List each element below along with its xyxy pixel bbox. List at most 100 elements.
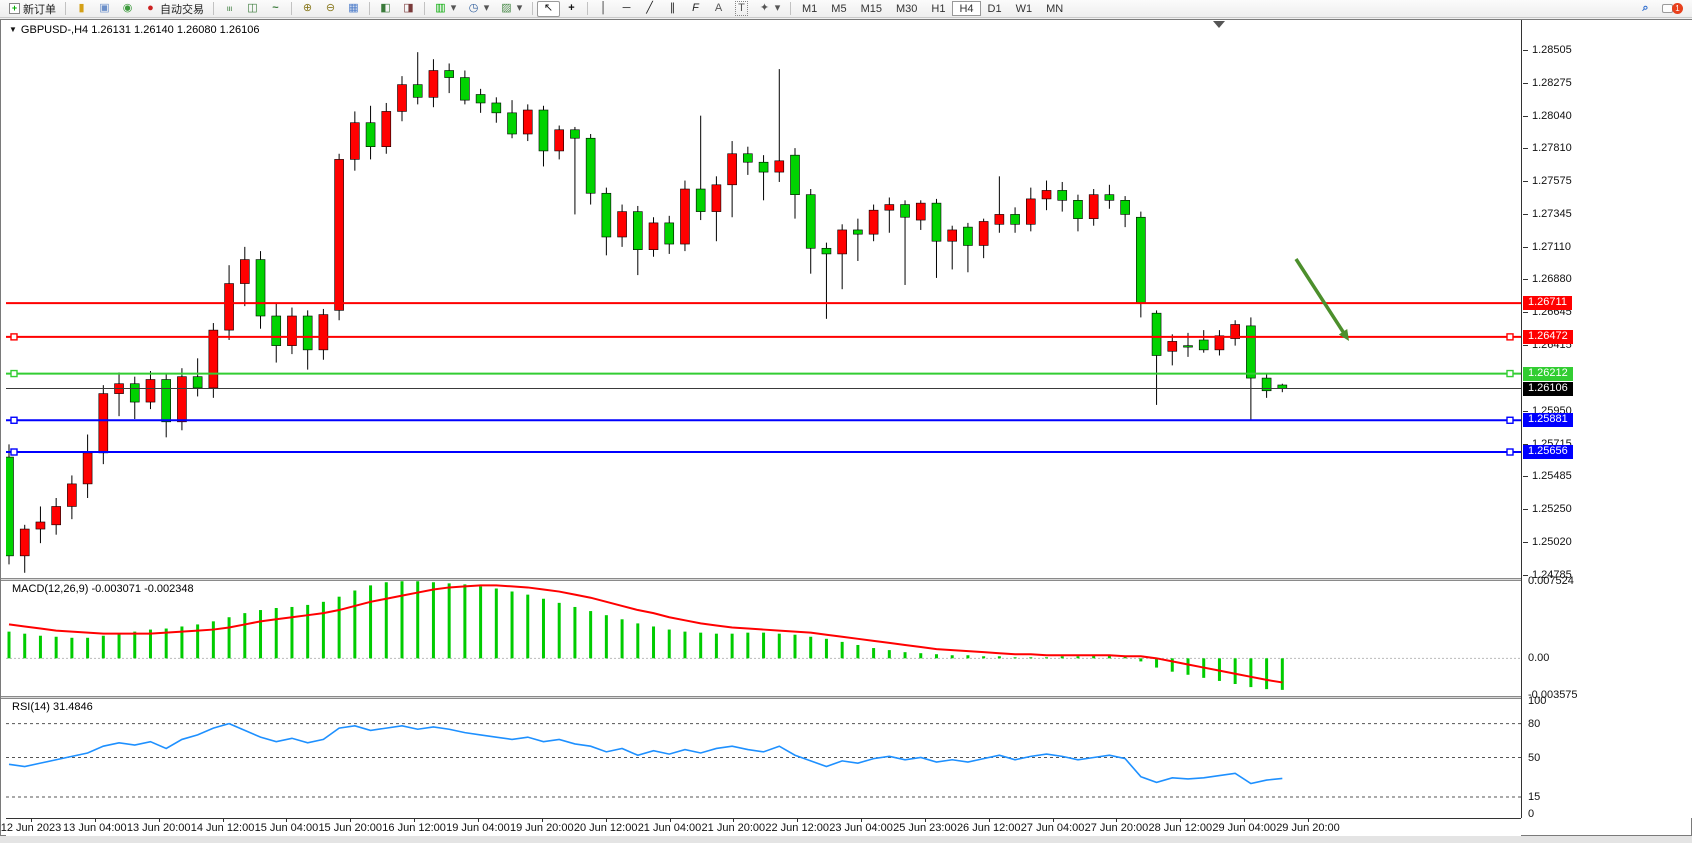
fibonacci-tool-button[interactable]: F [684, 1, 707, 17]
new-chart-icon: ▥ [435, 2, 446, 14]
templates-button[interactable]: ▨ ▾ [495, 1, 528, 17]
timeframe-h4[interactable]: H4 [952, 1, 981, 16]
time-label: 28 Jun 12:00 [1148, 822, 1213, 834]
vertical-line-tool-button[interactable]: │ [592, 1, 615, 17]
timeframe-m1[interactable]: M1 [802, 3, 818, 15]
annotation-arrow[interactable] [1294, 258, 1349, 341]
crosshair-icon: + [568, 2, 575, 14]
timeframe-m30[interactable]: M30 [895, 3, 918, 15]
navigator-button[interactable]: ◉ [116, 1, 139, 17]
price-tick: 1.27575 [1523, 175, 1572, 188]
rsi-axis-label: 50 [1528, 751, 1541, 764]
autotrading-button[interactable]: ● 自动交易 [139, 1, 209, 17]
time-axis[interactable]: 12 Jun 2023 13 Jun 04:00 13 Jun 20:00 14 Ju… [1, 818, 1521, 837]
shapes-icon: ✦ [759, 2, 770, 14]
rsi-panel[interactable]: RSI(14) 31.4846 [6, 699, 1521, 818]
price-tag-1.26212: 1.26212 [1523, 366, 1573, 381]
hline-handle [10, 333, 18, 341]
periods-button[interactable]: ◷ ▾ [462, 1, 495, 17]
price-tick: 1.27110 [1523, 240, 1571, 253]
price-tag-1.26472: 1.26472 [1523, 329, 1573, 344]
candlestick-mode-button[interactable]: ◫ [241, 1, 264, 17]
line-chart-mode-button[interactable]: ~ [264, 1, 287, 17]
tile-windows-button[interactable]: ▦ [342, 1, 365, 17]
timeframe-m5[interactable]: M5 [831, 3, 847, 15]
price-tick: 1.25020 [1523, 535, 1572, 548]
zoom-out-button[interactable]: ⊖ [319, 1, 342, 17]
hline-handle [10, 448, 18, 456]
horizontal-line-tool-button[interactable]: ─ [615, 1, 638, 17]
hline-handle [1506, 416, 1514, 424]
timeframe-mn[interactable]: MN [1046, 3, 1064, 15]
bar-chart-mode-button[interactable]: ιιι [218, 1, 241, 17]
timeframe-d1[interactable]: D1 [987, 3, 1002, 15]
data-window-button[interactable]: ▣ [93, 1, 116, 17]
timeframe-m15[interactable]: M15 [860, 3, 882, 15]
macd-histogram [7, 581, 1284, 690]
price-tick: 1.28505 [1523, 44, 1572, 57]
time-label: 19 Jun 20:00 [509, 822, 574, 834]
new-chart-button[interactable]: ▥ ▾ [429, 1, 462, 17]
market-watch-button[interactable]: ▮ [70, 1, 93, 17]
zoom-in-button[interactable]: ⊕ [296, 1, 319, 17]
templates-icon: ▨ [501, 2, 512, 14]
text-label-tool-button[interactable]: T [730, 1, 753, 17]
macd-signal-line [8, 584, 1283, 684]
panel-splitter[interactable] [1, 696, 1692, 699]
macd-label: MACD(12,26,9) -0.003071 -0.002348 [12, 583, 194, 595]
hline-handle [1506, 369, 1514, 378]
hline-handle [1506, 448, 1514, 456]
hline-1.25656[interactable] [6, 448, 1521, 456]
main-chart-panel[interactable] [6, 20, 1521, 578]
hline-1.26472[interactable] [6, 333, 1521, 341]
tile-windows-icon: ▦ [348, 2, 359, 14]
panel-splitter[interactable] [1, 578, 1692, 581]
chart-menu-arrow-icon[interactable]: ▼ [9, 25, 17, 34]
search-button[interactable]: ⌕ [1634, 1, 1657, 17]
price-tick: 1.24785 [1523, 568, 1572, 581]
time-label: 21 Jun 20:00 [701, 822, 766, 834]
time-label: 13 Jun 04:00 [63, 822, 127, 834]
search-icon: ⌕ [1642, 2, 1649, 14]
new-order-label: 新订单 [23, 3, 56, 16]
rsi-line [8, 722, 1283, 785]
zoom-in-icon: ⊕ [302, 2, 313, 14]
price-axis[interactable]: 1.28505 1.28275 1.28040 1.27810 1.27575 1.273… [1522, 20, 1692, 820]
main-chart-canvas[interactable] [6, 20, 1521, 578]
hline-1.25881[interactable] [6, 416, 1521, 424]
time-label: 14 Jun 12:00 [190, 822, 255, 834]
timeframe-group: M1 M5 M15 M30 H1 H4 D1 W1 MN [795, 1, 1070, 16]
trendline-tool-button[interactable]: ╱ [638, 1, 661, 17]
chart-shift-icon: ◨ [403, 2, 414, 14]
periods-clock-icon: ◷ [468, 2, 479, 14]
candles-layer [6, 52, 1288, 573]
time-label: 22 Jun 12:00 [765, 822, 829, 834]
time-label: 16 Jun 12:00 [382, 822, 446, 834]
text-tool-button[interactable]: A [707, 1, 730, 17]
rsi-axis-label: 15 [1528, 791, 1541, 804]
time-label: 23 Jun 04:00 [829, 822, 893, 834]
price-tick: 1.26880 [1523, 273, 1572, 286]
time-label: 20 Jun 12:00 [573, 822, 638, 834]
rsi-canvas[interactable] [6, 699, 1521, 818]
price-tick: 1.27345 [1523, 207, 1572, 220]
timeframe-h1[interactable]: H1 [931, 3, 946, 15]
auto-scroll-button[interactable]: ◧ [374, 1, 397, 17]
hline-1.26212[interactable] [6, 369, 1521, 378]
chart-shift-button[interactable]: ◨ [397, 1, 420, 17]
crosshair-tool-button[interactable]: + [560, 1, 583, 17]
macd-canvas[interactable] [6, 581, 1521, 696]
arrows-tool-button[interactable]: ✦ ▾ [753, 1, 786, 17]
rsi-label: RSI(14) 31.4846 [12, 701, 93, 713]
new-order-button[interactable]: + 新订单 [4, 1, 61, 17]
timeframe-w1[interactable]: W1 [1015, 3, 1033, 15]
equidistant-channel-tool-button[interactable]: ∥ [661, 1, 684, 17]
time-label: 21 Jun 04:00 [637, 822, 702, 834]
new-order-icon: + [9, 3, 20, 14]
hline-handle [1506, 333, 1514, 341]
price-tick: 1.28275 [1523, 76, 1572, 89]
chart-shift-marker [1213, 21, 1225, 28]
macd-panel[interactable]: MACD(12,26,9) -0.003071 -0.002348 [6, 581, 1521, 696]
notifications-button[interactable]: 1 [1657, 1, 1688, 17]
cursor-tool-button[interactable]: ↖ [537, 0, 560, 17]
